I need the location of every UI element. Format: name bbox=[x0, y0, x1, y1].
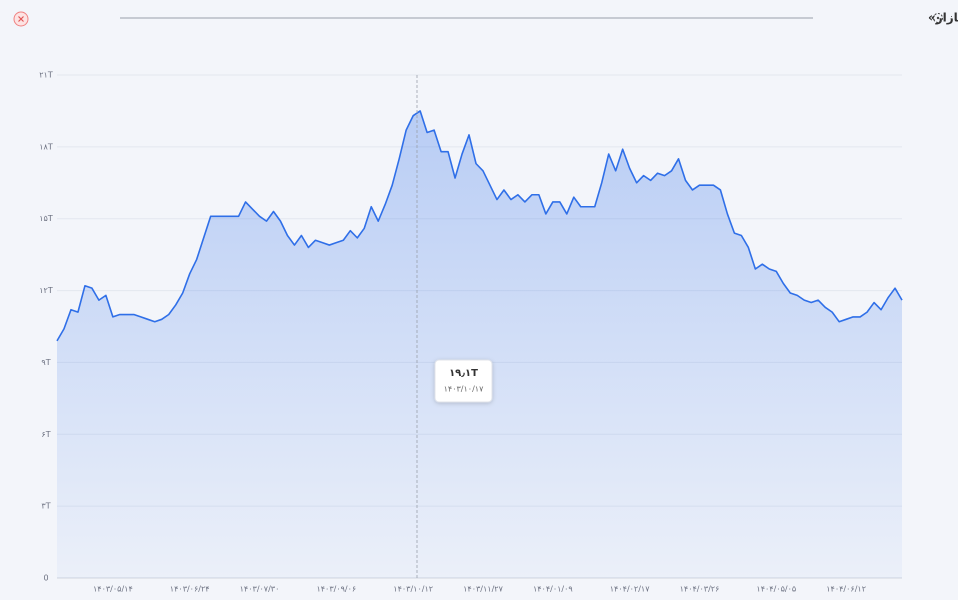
y-tick-label: ۱۵T bbox=[39, 214, 53, 223]
close-icon bbox=[18, 16, 24, 22]
y-tick-label: ۹T bbox=[41, 358, 50, 367]
y-tick-label: ۲۱T bbox=[39, 71, 53, 80]
x-tick-label: ۱۴۰۴/۰۶/۱۲ bbox=[826, 585, 866, 594]
x-tick-label: ۱۴۰۴/۰۱/۰۹ bbox=[533, 585, 573, 594]
x-tick-label: ۱۴۰۴/۰۵/۰۵ bbox=[756, 585, 796, 594]
title-icon bbox=[933, 13, 943, 23]
tooltip-box bbox=[434, 359, 493, 403]
plot: 0 ۳T ۶T ۹T ۱۲T ۱۵T ۱۸T ۲۱T ۱۴۰۳/۰۵/۱۴ ۱۴۰۳/۰۶/۲۴ ۱… bbox=[39, 71, 903, 594]
x-tick-label: ۱۴۰۳/۰۶/۲۴ bbox=[170, 585, 210, 594]
x-tick-label: ۱۴۰۳/۰۹/۰۶ bbox=[316, 585, 356, 594]
x-tick-label: ۱۴۰۳/۱۱/۲۷ bbox=[463, 585, 503, 594]
y-tick-label: ۳T bbox=[41, 502, 50, 511]
y-tick-label: ۱۸T bbox=[39, 142, 53, 151]
tooltip-date: ۱۴۰۳/۱۰/۱۷ bbox=[444, 385, 484, 394]
area bbox=[57, 110, 902, 579]
x-tick-label: ۱۴۰۴/۰۳/۲۶ bbox=[680, 585, 720, 594]
y-tick-label: ۶T bbox=[41, 430, 50, 439]
title-icon-dot bbox=[936, 16, 940, 20]
chart-title: تاریخچه «ارزش بازار» bbox=[928, 11, 958, 25]
x-tick-label: ۱۴۰۳/۰۵/۱۴ bbox=[93, 585, 133, 594]
x-tick-label: ۱۴۰۳/۰۷/۳۰ bbox=[240, 585, 280, 594]
x-tick-label: ۱۴۰۴/۰۲/۱۷ bbox=[610, 585, 650, 594]
y-tick-label: ۱۲T bbox=[39, 286, 53, 295]
line bbox=[56, 110, 903, 342]
tooltip-value: ۱۹٫۱T bbox=[449, 368, 478, 379]
x-tick-label: ۱۴۰۳/۱۰/۱۲ bbox=[393, 585, 433, 594]
y-tick-label: 0 bbox=[43, 574, 48, 583]
